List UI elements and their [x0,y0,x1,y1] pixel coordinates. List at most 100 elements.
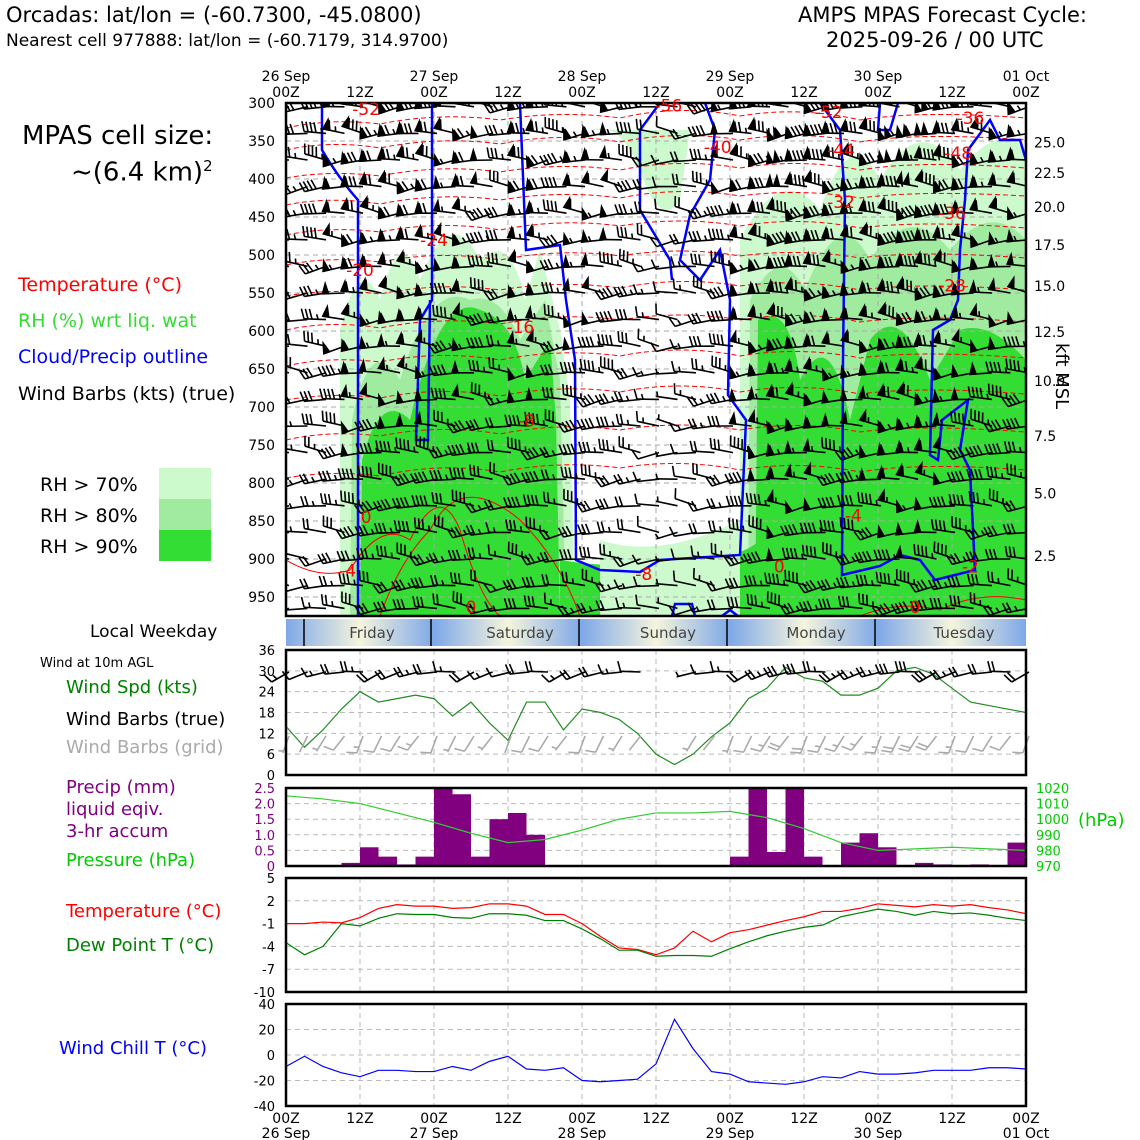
wind-barb [617,331,641,347]
barb-feather [989,128,997,138]
barb-feather [805,545,809,556]
barb-shaft [655,500,678,507]
barb-pennant [950,281,959,296]
barb-feather [770,281,775,292]
barb-feather [359,672,369,681]
wind-barb [618,248,641,268]
barb-feather [934,368,942,378]
barb-half-feather [425,556,431,562]
barb-feather [706,498,712,509]
barb-pennant [433,257,442,272]
barb-feather [364,126,372,137]
barb-pennant [598,226,608,241]
barb-feather [303,330,306,342]
barb-feather [798,124,805,135]
barb-feather [753,119,757,131]
barb-feather [898,602,906,612]
barb-feather [913,600,920,611]
wind-barb [299,578,327,590]
barb-pennant [322,222,330,237]
barb-shaft [712,670,734,673]
wind-barb [894,544,919,560]
precip-bar [415,856,434,866]
barb-feather [306,180,314,191]
barb-feather [616,368,624,379]
wind-barb [656,597,678,610]
barb-feather [794,125,801,136]
barb-half-feather [536,207,540,214]
wind-barb [323,735,346,751]
barb-feather [953,595,957,607]
barb-pennant [414,328,423,344]
barb-half-feather [1016,105,1022,111]
legend-cloud: Cloud/Precip outline [18,346,209,368]
barb-feather [691,418,698,429]
barb-feather [402,204,409,215]
wind-barb [633,201,660,214]
wind-barb [746,593,771,610]
barb-half-feather [870,580,874,586]
barb-pennant [857,385,867,399]
wind-barb [377,274,401,294]
wind-barb [412,663,438,675]
barb-feather [508,181,516,192]
barb-feather [976,492,980,504]
barb-half-feather [791,447,795,454]
barb-feather [598,476,606,486]
barb-pennant [876,149,885,164]
barb-half-feather [740,556,745,562]
barb-feather [1013,359,1017,371]
barb-feather [313,227,317,239]
weekday-name: Sunday [640,624,696,642]
barb-pennant [840,328,848,343]
barb-feather [672,570,676,582]
barb-feather [485,334,490,346]
barb-half-feather [1013,211,1018,218]
barb-feather [528,448,536,458]
wind-barb [301,413,327,427]
barb-pennant [340,442,349,457]
barb-feather [923,253,927,265]
wind-barb [576,500,604,513]
barb-half-feather [517,208,522,215]
barb-feather [790,126,797,137]
barb-pennant [378,392,386,407]
barb-pennant [728,223,737,238]
barb-pennant [580,124,589,139]
wind-barb [525,154,549,169]
barb-feather [492,124,498,135]
precip-bar [767,851,786,866]
wind-barb [634,306,660,321]
barb-feather [417,471,424,482]
barb-feather [956,120,960,131]
wind-barb [733,735,753,753]
barb-pennant [340,420,350,435]
wind-barb [585,735,605,753]
barb-feather [464,503,473,514]
barb-feather [882,746,894,750]
wind-barb [559,549,586,561]
barb-feather [844,307,849,319]
barb-feather [376,500,384,511]
bottom-hour-label: 12Z [346,1111,373,1127]
barb-half-feather [371,553,375,559]
barb-shaft [303,606,327,610]
barb-pennant [913,414,922,429]
barb-feather [617,181,624,192]
barb-feather [829,496,835,507]
barb-feather [861,492,865,504]
barb-half-feather [894,579,897,586]
wind-barb [539,446,567,458]
barb-feather [726,674,735,683]
barb-feather [864,153,872,164]
barb-shaft [637,338,660,347]
barb-feather [532,413,536,424]
barb-feather [706,311,712,322]
barb-feather [381,522,387,534]
wind-barb [722,735,734,754]
barb-feather [286,228,291,240]
wind-barb [987,253,1011,268]
wind-barb [947,576,974,588]
barb-feather [868,103,871,107]
precip-label-2: liquid eqiv. [66,799,164,820]
